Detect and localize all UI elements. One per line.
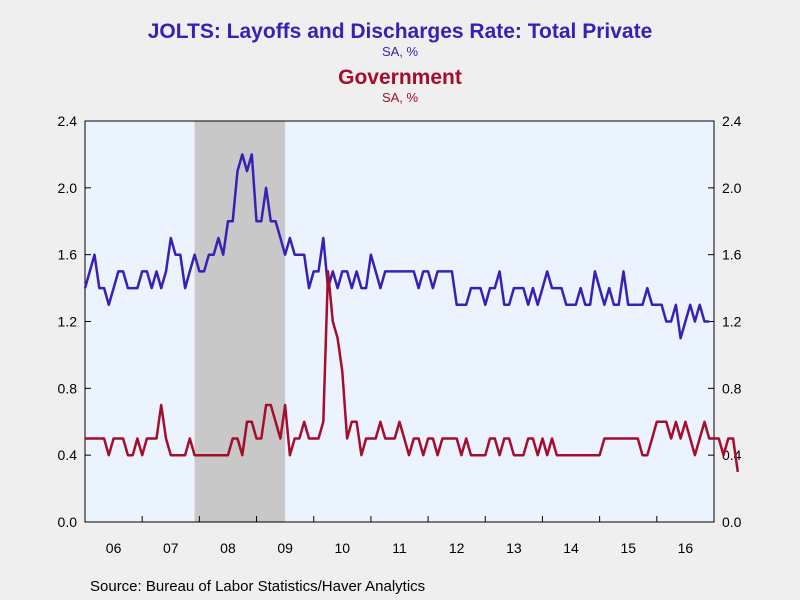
plot-area <box>85 121 714 522</box>
series2-title: Government <box>338 66 462 89</box>
x-tick-label: 11 <box>392 540 407 556</box>
x-tick-label: 08 <box>220 540 236 556</box>
x-tick-label: 15 <box>620 540 636 556</box>
x-tick-label: 13 <box>506 540 522 556</box>
y-tick-label-left: 0.4 <box>58 447 78 463</box>
y-tick-label-left: 2.0 <box>58 180 78 196</box>
series-total-private-line <box>83 153 710 340</box>
series1-title: JOLTS: Layoffs and Discharges Rate: Tota… <box>147 20 653 43</box>
series2-units: SA, % <box>381 90 419 105</box>
y-tick-label-right: 2.0 <box>722 180 742 196</box>
y-tick-label-left: 0.8 <box>58 380 78 396</box>
y-tick-label-right: 1.6 <box>722 247 742 263</box>
series-government-line <box>85 270 740 473</box>
y-tick-label-right: 2.4 <box>722 113 742 129</box>
x-tick-label: 07 <box>163 540 179 556</box>
y-tick-label-left: 2.4 <box>58 113 78 129</box>
x-tick-label: 06 <box>106 540 122 556</box>
x-tick-label: 12 <box>449 540 465 556</box>
y-tick-label-left: 1.2 <box>58 314 78 330</box>
x-tick-label: 16 <box>678 540 694 556</box>
y-tick-label-left: 0.0 <box>58 514 78 530</box>
x-tick-label: 10 <box>335 540 351 556</box>
y-tick-label-left: 1.6 <box>58 247 78 263</box>
series1-units: SA, % <box>381 44 419 59</box>
y-tick-label-right: 0.8 <box>722 380 742 396</box>
recession-shading <box>194 121 286 522</box>
y-tick-label-right: 0.0 <box>722 514 742 530</box>
x-tick-label: 14 <box>563 540 579 556</box>
source-note: Source: Bureau of Labor Statistics/Haver… <box>90 578 426 595</box>
x-tick-label: 09 <box>277 540 293 556</box>
y-tick-label-right: 1.2 <box>722 314 742 330</box>
